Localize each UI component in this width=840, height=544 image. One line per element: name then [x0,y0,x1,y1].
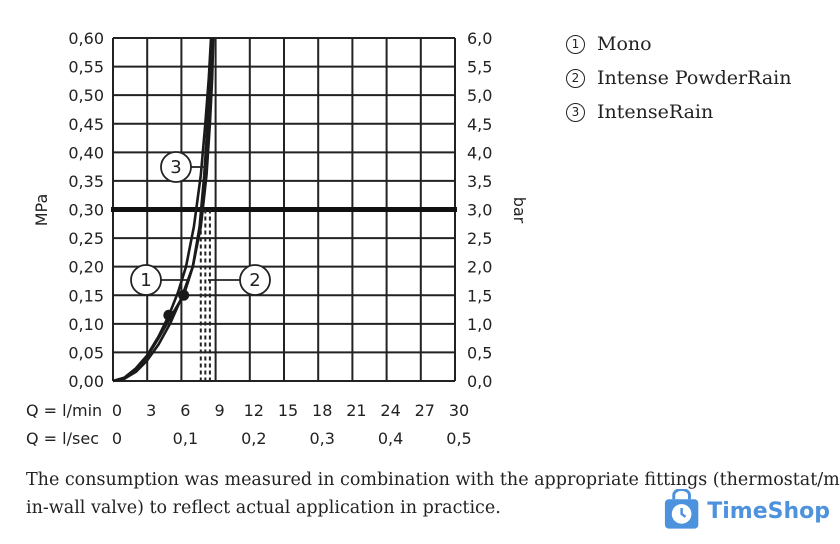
legend-item-3: 3 IntenseRain [566,98,791,132]
y-tick-right: 0,0 [467,372,492,391]
y-tick-left: 0,55 [68,58,104,77]
x-tick: 12 [244,401,264,420]
y-tick-left: 0,25 [68,229,104,248]
x-axis-row-label: Q = l/min [26,401,102,420]
y-tick-left: 0,60 [68,29,104,48]
x-tick: 15 [278,401,298,420]
y-tick-left: 0,10 [68,315,104,334]
y-tick-right: 6,0 [467,29,492,48]
y-tick-right: 1,5 [467,286,492,305]
x-axis-row-label: Q = l/sec [26,429,99,448]
x-tick: 0,1 [173,429,198,448]
footnote: The consumption was measured in combinat… [26,466,840,522]
y-tick-left: 0,20 [68,258,104,277]
callout-2-label: 2 [249,270,260,291]
y-tick-right: 1,0 [467,315,492,334]
legend-label-2: Intense PowderRain [597,67,792,89]
watermark: TimeShop [660,486,830,536]
y-tick-left: 0,40 [68,143,104,162]
x-tick: 0,4 [378,429,403,448]
y-axis-title-right: bar [510,197,529,224]
x-tick: 0,2 [241,429,266,448]
legend-item-2: 2 Intense PowderRain [566,64,791,98]
x-tick: 0 [112,429,122,448]
watermark-text: TimeShop [707,498,830,524]
legend-number-2: 2 [566,69,585,88]
y-tick-right: 5,5 [467,58,492,77]
y-tick-left: 0,00 [68,372,104,391]
callout-3-label: 3 [170,157,181,178]
x-tick: 6 [180,401,190,420]
y-tick-right: 2,5 [467,229,492,248]
legend-number-1: 1 [566,35,585,54]
legend-item-1: 1 Mono [566,30,791,64]
y-tick-left: 0,35 [68,172,104,191]
y-tick-right: 4,0 [467,143,492,162]
legend: 1 Mono 2 Intense PowderRain 3 IntenseRain [566,30,791,132]
y-tick-right: 3,0 [467,201,492,220]
callout-1-label: 1 [140,270,151,291]
x-tick: 18 [312,401,332,420]
callout-1-circle [130,264,162,296]
callout-3-circle [160,151,192,183]
legend-label-1: Mono [597,33,652,55]
y-tick-left: 0,30 [68,201,104,220]
y-tick-right: 5,0 [467,86,492,105]
x-tick: 30 [449,401,469,420]
chart-curves [112,37,215,383]
bag-clock-icon [664,489,699,529]
x-tick: 3 [146,401,156,420]
x-tick: 27 [415,401,435,420]
legend-label-3: IntenseRain [597,101,714,123]
footnote-line-1: The consumption was measured in combinat… [26,470,840,490]
x-tick: 0,5 [446,429,471,448]
y-tick-right: 2,0 [467,258,492,277]
callout-2-circle [239,264,271,296]
x-tick: 0,3 [309,429,334,448]
y-tick-left: 0,50 [68,86,104,105]
legend-number-3: 3 [566,103,585,122]
y-tick-left: 0,05 [68,343,104,362]
y-tick-right: 4,5 [467,115,492,134]
y-tick-left: 0,15 [68,286,104,305]
x-tick: 0 [112,401,122,420]
y-axis-title-left: MPa [32,194,51,227]
footnote-line-2: in-wall valve) to reflect actual applica… [26,498,501,518]
y-tick-right: 3,5 [467,172,492,191]
y-tick-left: 0,45 [68,115,104,134]
x-tick: 21 [346,401,366,420]
pressure-flow-chart: 0,000,050,100,150,200,250,300,350,400,45… [26,29,529,448]
chart-grid [111,37,457,382]
series-3-line [112,37,215,383]
x-tick: 24 [380,401,400,420]
y-tick-right: 0,5 [467,343,492,362]
x-tick: 9 [215,401,225,420]
chart-labels: 0,000,050,100,150,200,250,300,350,400,45… [26,29,529,448]
